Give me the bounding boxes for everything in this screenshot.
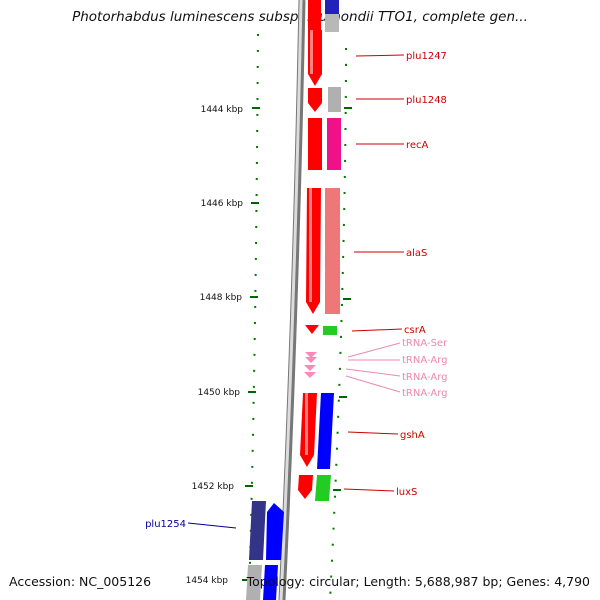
leader-gshA [347, 431, 399, 435]
gene-feature-csrA-green[interactable] [323, 326, 337, 335]
gene-label-gshA[interactable]: gshA [400, 430, 425, 441]
outer-dotted-guide [248, 33, 259, 600]
gene-labels[interactable]: plu1247 plu1248 recA alaS csrA tRNA-Ser … [145, 51, 448, 530]
tick-mark [251, 202, 259, 204]
gene-label-plu1254[interactable]: plu1254 [145, 519, 186, 530]
gene-feature-luxS-green[interactable] [315, 475, 331, 501]
gene-feature-gshA-blue[interactable] [317, 393, 334, 469]
tick-mark [339, 396, 347, 398]
tick-mark [333, 489, 341, 491]
leader-csrA [351, 328, 403, 332]
topology-text: Topology: circular; Length: 5,688,987 bp… [246, 574, 590, 589]
gene-feature-alaS-highlight [309, 188, 312, 302]
tick-label-1454: 1454 kbp [186, 576, 229, 586]
tick-label-1448: 1448 kbp [200, 293, 243, 303]
tick-mark [343, 298, 351, 300]
leader-luxS [343, 488, 395, 492]
leader-tRNA-Arg-2 [345, 368, 401, 377]
gene-feature-tRNA-Arg-3[interactable] [304, 372, 316, 378]
tick-mark [242, 579, 250, 581]
tick-mark [344, 107, 352, 109]
inner-dotted-guide [329, 47, 347, 600]
tick-label-1450: 1450 kbp [198, 388, 241, 398]
leader-tRNA-Ser [347, 342, 401, 358]
accession-text: Accession: NC_005126 [9, 574, 152, 589]
gene-feature-gshA[interactable] [300, 393, 317, 467]
gene-feature-plu1248-grey[interactable] [328, 87, 341, 112]
gene-label-plu1248[interactable]: plu1248 [406, 95, 447, 106]
tick-mark [245, 485, 253, 487]
genome-backbone-highlight [279, 0, 303, 600]
gene-feature-recA[interactable] [308, 118, 322, 170]
gene-feature-tRNA-Arg-2[interactable] [304, 365, 316, 371]
gene-feature-plu1247-highlight [310, 30, 313, 74]
gene-feature-plu1254[interactable] [249, 501, 266, 560]
gene-features[interactable] [246, 0, 341, 600]
gene-label-tRNA-Arg-3[interactable]: tRNA-Arg [402, 388, 447, 399]
gene-leader-lines [187, 54, 405, 529]
gene-feature-plu1254-blue[interactable] [266, 503, 284, 560]
leader-plu1254 [187, 522, 237, 529]
scale-tick-labels: 1444 kbp 1446 kbp 1448 kbp 1450 kbp 1452… [186, 105, 244, 586]
tick-label-1446: 1446 kbp [201, 199, 244, 209]
gene-label-luxS[interactable]: luxS [396, 487, 417, 498]
gene-label-tRNA-Ser[interactable]: tRNA-Ser [402, 338, 448, 349]
gene-feature-recA-magenta[interactable] [327, 118, 341, 170]
tick-mark [252, 107, 260, 109]
gene-feature-bottom-grey[interactable] [246, 565, 262, 600]
gene-label-recA[interactable]: recA [406, 140, 429, 151]
gene-feature-tRNA-Ser[interactable] [305, 352, 317, 358]
gene-feature-top-grey[interactable] [325, 14, 339, 32]
gene-label-tRNA-Arg-2[interactable]: tRNA-Arg [402, 372, 447, 383]
gene-feature-plu1248[interactable] [308, 88, 322, 112]
tick-label-1444: 1444 kbp [201, 105, 244, 115]
tick-label-1452: 1452 kbp [192, 482, 235, 492]
leader-plu1247 [355, 54, 405, 57]
gene-feature-top-partial[interactable] [308, 0, 321, 30]
gene-label-tRNA-Arg-1[interactable]: tRNA-Arg [402, 355, 447, 366]
tick-mark [248, 391, 256, 393]
gene-label-plu1247[interactable]: plu1247 [406, 51, 447, 62]
gene-feature-csrA[interactable] [305, 325, 319, 334]
gene-feature-alaS-salmon[interactable] [325, 188, 340, 314]
scale-ticks [242, 107, 352, 581]
gene-feature-gshA-highlight [305, 393, 308, 455]
gene-label-csrA[interactable]: csrA [404, 325, 426, 336]
gene-feature-bottom-blue[interactable] [263, 565, 278, 600]
gene-label-alaS[interactable]: alaS [406, 248, 427, 259]
gene-feature-alaS[interactable] [306, 188, 321, 314]
tick-mark [250, 296, 258, 298]
gene-feature-top-blue[interactable] [325, 0, 339, 14]
leader-tRNA-Arg-3 [345, 375, 401, 393]
gene-feature-luxS[interactable] [298, 475, 313, 499]
gene-feature-tRNA-Arg-1[interactable] [305, 357, 317, 363]
